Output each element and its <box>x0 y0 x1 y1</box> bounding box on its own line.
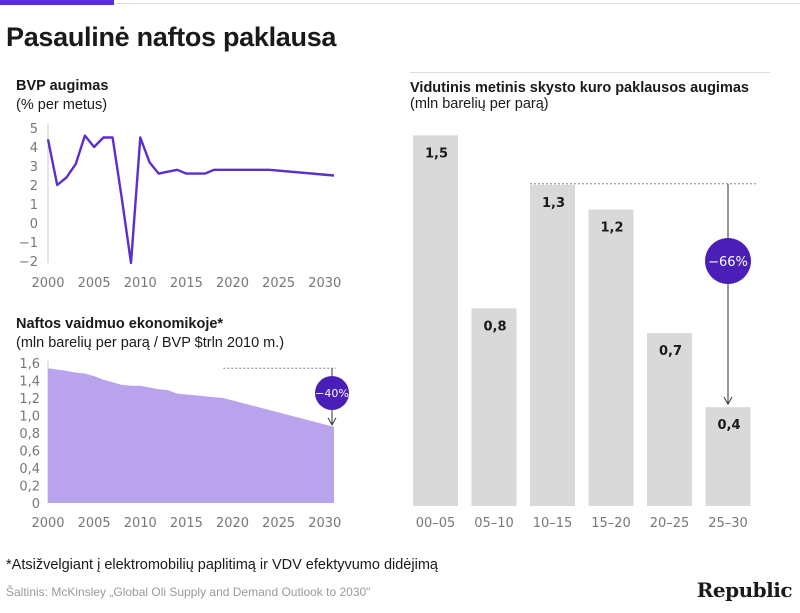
gdp-y-tick-label: 4 <box>30 141 38 156</box>
demand-chart-title: Vidutinis metinis skysto kuro paklausos … <box>410 80 749 96</box>
gdp-x-tick-label: 2030 <box>308 276 341 291</box>
oil-intensity-chart-title: Naftos vaidmuo ekonomikoje* <box>16 316 224 332</box>
top-rule <box>114 3 800 4</box>
gdp-x-tick-label: 2020 <box>216 276 249 291</box>
bar-value-label: 1,5 <box>425 146 448 161</box>
oil-y-tick-label: 0,8 <box>19 427 40 442</box>
bar-value-label: 0,4 <box>718 418 741 433</box>
gdp-x-tick-label: 2025 <box>262 276 295 291</box>
oil-y-tick-label: 1,0 <box>19 410 40 425</box>
gdp-y-tick-label: −2 <box>19 255 38 270</box>
oil-y-tick-label: 1,2 <box>19 392 40 407</box>
gdp-y-tick-label: 2 <box>30 179 38 194</box>
gdp-x-tick-label: 2005 <box>78 276 111 291</box>
bar <box>588 209 634 506</box>
bar-category-label: 25–30 <box>708 516 748 531</box>
gdp-chart-subtitle: (% per metus) <box>16 97 108 113</box>
gdp-x-tick-label: 2000 <box>31 276 64 291</box>
accent-bar <box>0 0 114 5</box>
oil-intensity-chart-subtitle: (mln barelių per parą / BVP $trln 2010 m… <box>16 335 285 351</box>
bar <box>530 184 575 506</box>
oil-x-tick-label: 2020 <box>216 516 249 531</box>
bar <box>471 308 517 506</box>
oil-y-tick-label: 1,6 <box>19 357 40 372</box>
footnote: *Atsižvelgiant į elektromobilių paplitim… <box>6 557 438 573</box>
bar-change-badge-label: −66% <box>708 255 748 270</box>
gdp-growth-line <box>46 134 335 265</box>
demand-chart-subtitle: (mln barelių per parą) <box>410 96 549 112</box>
oil-change-arrow-head <box>327 417 337 426</box>
oil-y-tick-label: 1,4 <box>19 375 40 390</box>
gdp-y-tick-label: 3 <box>30 160 38 175</box>
bar-category-label: 00–05 <box>416 516 456 531</box>
bar-change-badge <box>705 238 751 284</box>
oil-y-tick-label: 0,6 <box>19 445 40 460</box>
oil-x-tick-label: 2025 <box>262 516 295 531</box>
oil-y-tick-label: 0 <box>32 497 40 512</box>
bar-category-label: 05–10 <box>474 516 514 531</box>
bar-value-label: 0,7 <box>659 344 682 359</box>
bar-value-label: 0,8 <box>484 319 507 334</box>
gdp-y-tick-label: 5 <box>30 122 38 137</box>
page-title: Pasaulinė naftos paklausa <box>6 22 337 52</box>
brand-logo: Republic <box>696 578 793 602</box>
gdp-y-tick-label: −1 <box>19 236 38 251</box>
gdp-y-tick-label: 0 <box>30 217 38 232</box>
oil-y-tick-label: 0,4 <box>19 462 40 477</box>
bar-category-label: 10–15 <box>533 516 573 531</box>
oil-x-tick-label: 2005 <box>78 516 111 531</box>
bar-value-label: 1,2 <box>601 220 624 235</box>
bar-category-label: 20–25 <box>650 516 690 531</box>
oil-change-badge-label: −40% <box>315 387 349 400</box>
gdp-x-tick-label: 2010 <box>124 276 157 291</box>
oil-y-tick-label: 0,2 <box>19 480 40 495</box>
gdp-x-tick-label: 2015 <box>170 276 203 291</box>
oil-x-tick-label: 2000 <box>31 516 64 531</box>
source-note: Šaltinis: McKinsley „Global Oli Supply a… <box>6 585 371 599</box>
bar-change-arrow-head <box>723 396 733 406</box>
gdp-chart-title: BVP augimas <box>16 78 109 94</box>
bar-chart-rule <box>410 72 770 73</box>
gdp-y-tick-label: 1 <box>30 198 38 213</box>
oil-intensity-area <box>48 368 334 503</box>
oil-x-tick-label: 2030 <box>308 516 341 531</box>
bar-category-label: 15–20 <box>591 516 631 531</box>
bar <box>413 135 458 506</box>
oil-x-tick-label: 2010 <box>124 516 157 531</box>
bar <box>647 333 692 506</box>
oil-x-tick-label: 2015 <box>170 516 203 531</box>
bar-value-label: 1,3 <box>542 196 565 211</box>
oil-change-badge <box>315 376 349 410</box>
bar <box>705 407 751 506</box>
